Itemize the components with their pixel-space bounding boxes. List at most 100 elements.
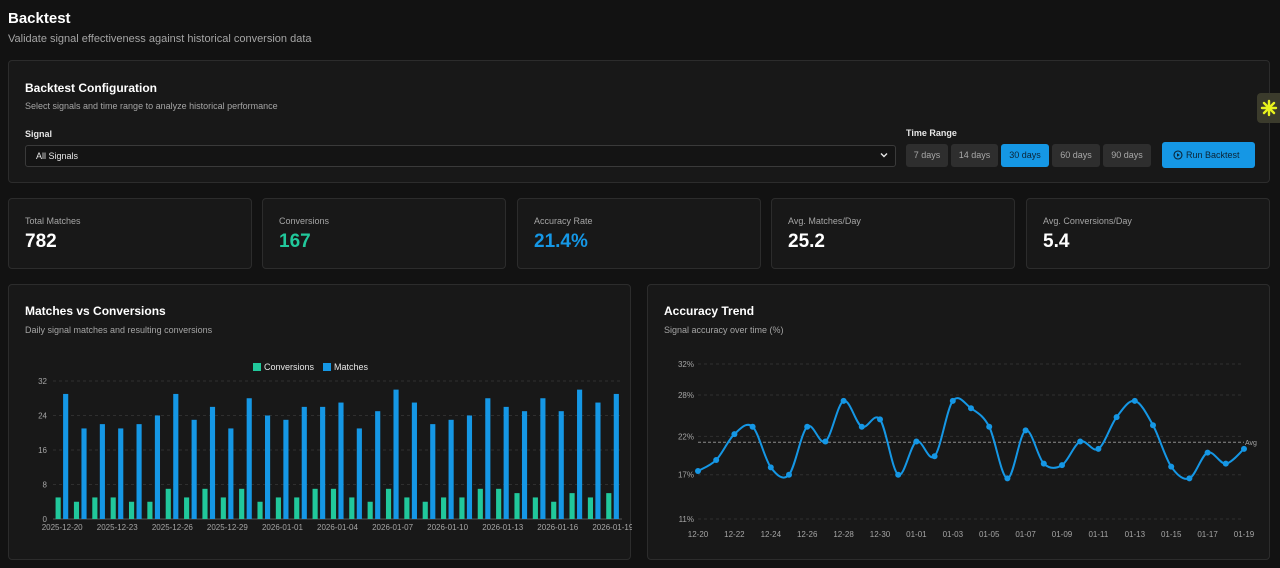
- conversion-bar: [587, 497, 593, 519]
- accuracy-point: [731, 431, 738, 438]
- accuracy-point: [877, 416, 883, 423]
- accuracy-point: [1150, 422, 1156, 429]
- x-tick-label: 01-17: [1197, 530, 1218, 539]
- accuracy-point: [931, 453, 938, 460]
- conversion-bar: [165, 488, 171, 519]
- accuracy-point: [767, 464, 774, 471]
- backtest-configuration-card: Backtest Configuration Select signals an…: [8, 60, 1270, 183]
- stat-value: 25.2: [788, 231, 825, 252]
- signal-select-value: All Signals: [36, 151, 79, 161]
- config-title: Backtest Configuration: [25, 81, 158, 95]
- page-title: Backtest: [8, 10, 71, 27]
- conversion-bar: [202, 488, 208, 519]
- match-bar: [466, 415, 473, 519]
- range-60-days-button[interactable]: 60 days: [1052, 144, 1100, 167]
- conversion-bar: [385, 488, 392, 519]
- signal-select[interactable]: All Signals: [25, 145, 896, 167]
- accuracy-point: [1241, 445, 1247, 452]
- match-bar: [540, 398, 546, 519]
- y-tick-label: 11%: [679, 515, 694, 524]
- stat-label: Avg. Conversions/Day: [1043, 216, 1132, 226]
- match-bar: [577, 389, 583, 519]
- range-7-days-button[interactable]: 7 days: [906, 144, 948, 167]
- conversion-bar: [532, 497, 538, 519]
- run-backtest-label: Run Backtest: [1186, 150, 1240, 160]
- average-label: Avg: [1245, 440, 1257, 447]
- match-bar: [264, 415, 271, 519]
- conversion-bar: [294, 497, 300, 519]
- y-tick-label: 0: [43, 515, 48, 524]
- accuracy-point: [1168, 463, 1175, 470]
- x-tick-label: 2025-12-20: [42, 523, 83, 532]
- accuracy-point: [1022, 427, 1029, 434]
- x-tick-label: 01-11: [1088, 530, 1108, 539]
- conversion-bar: [110, 497, 116, 519]
- accuracy-point: [986, 423, 993, 430]
- page-subtitle: Validate signal effectiveness against hi…: [8, 33, 312, 45]
- stat-value: 782: [25, 231, 57, 252]
- match-bar: [173, 393, 179, 519]
- x-tick-label: 01-13: [1125, 530, 1146, 539]
- conversion-bar: [367, 501, 373, 519]
- match-bar: [338, 402, 344, 519]
- stat-accuracy-rate: Accuracy Rate 21.4%: [517, 198, 761, 269]
- match-bar: [411, 402, 417, 519]
- run-backtest-button[interactable]: Run Backtest: [1162, 142, 1255, 168]
- stat-conversions: Conversions 167: [262, 198, 506, 269]
- x-tick-label: 01-15: [1161, 530, 1182, 539]
- conversion-bar: [349, 497, 355, 519]
- page-header: Backtest Validate signal effectiveness a…: [8, 10, 312, 45]
- match-bar: [246, 398, 252, 519]
- stat-value: 167: [279, 231, 311, 252]
- chart-title: Matches vs Conversions: [25, 304, 166, 318]
- stat-avg-matches-per-day: Avg. Matches/Day 25.2: [771, 198, 1015, 269]
- x-tick-label: 2026-01-13: [482, 523, 523, 532]
- range-30-days-button[interactable]: 30 days: [1001, 144, 1049, 167]
- conversion-bar: [496, 488, 502, 519]
- assistant-widget-button[interactable]: [1257, 93, 1280, 123]
- y-tick-label: 16: [38, 446, 47, 455]
- accuracy-point: [1131, 397, 1138, 404]
- stat-label: Avg. Matches/Day: [788, 216, 861, 226]
- accuracy-point: [1077, 438, 1084, 445]
- x-tick-label: 01-01: [906, 530, 927, 539]
- range-90-days-button[interactable]: 90 days: [1103, 144, 1151, 167]
- x-tick-label: 01-05: [979, 530, 1000, 539]
- matches-vs-conversions-card: Matches vs Conversions Daily signal matc…: [8, 284, 632, 560]
- accuracy-point: [1095, 445, 1102, 452]
- match-bar: [209, 406, 216, 519]
- match-bar: [154, 415, 161, 519]
- y-tick-label: 32: [38, 377, 47, 386]
- stat-label: Total Matches: [25, 216, 81, 226]
- accuracy-point: [895, 471, 902, 478]
- legend-swatch-matches: [323, 363, 331, 371]
- config-subtitle: Select signals and time range to analyze…: [25, 101, 278, 111]
- conversion-bar: [422, 501, 428, 519]
- conversion-bar: [184, 497, 190, 519]
- match-bar: [228, 428, 234, 519]
- conversion-bar: [551, 501, 557, 519]
- x-tick-label: 2026-01-10: [427, 523, 468, 532]
- accuracy-point: [695, 468, 701, 475]
- match-bar: [485, 398, 491, 519]
- x-tick-label: 2026-01-01: [262, 523, 303, 532]
- sparkle-icon: [1260, 99, 1278, 117]
- conversion-bar: [73, 501, 80, 519]
- y-tick-label: 17%: [678, 471, 694, 480]
- match-bar: [558, 411, 564, 519]
- x-tick-label: 01-07: [1015, 530, 1036, 539]
- x-tick-label: 12-28: [833, 530, 854, 539]
- y-tick-label: 24: [38, 412, 47, 421]
- stat-value: 5.4: [1043, 231, 1070, 252]
- range-14-days-button[interactable]: 14 days: [951, 144, 998, 167]
- match-bar: [301, 406, 307, 519]
- x-tick-label: 12-20: [688, 530, 709, 539]
- conversion-bar: [569, 493, 575, 519]
- x-tick-label: 2026-01-04: [317, 523, 358, 532]
- accuracy-point: [858, 423, 865, 430]
- stat-label: Conversions: [279, 216, 330, 226]
- x-tick-label: 12-22: [724, 530, 745, 539]
- accuracy-point: [968, 405, 974, 412]
- x-tick-label: 01-03: [943, 530, 964, 539]
- stat-total-matches: Total Matches 782: [8, 198, 252, 269]
